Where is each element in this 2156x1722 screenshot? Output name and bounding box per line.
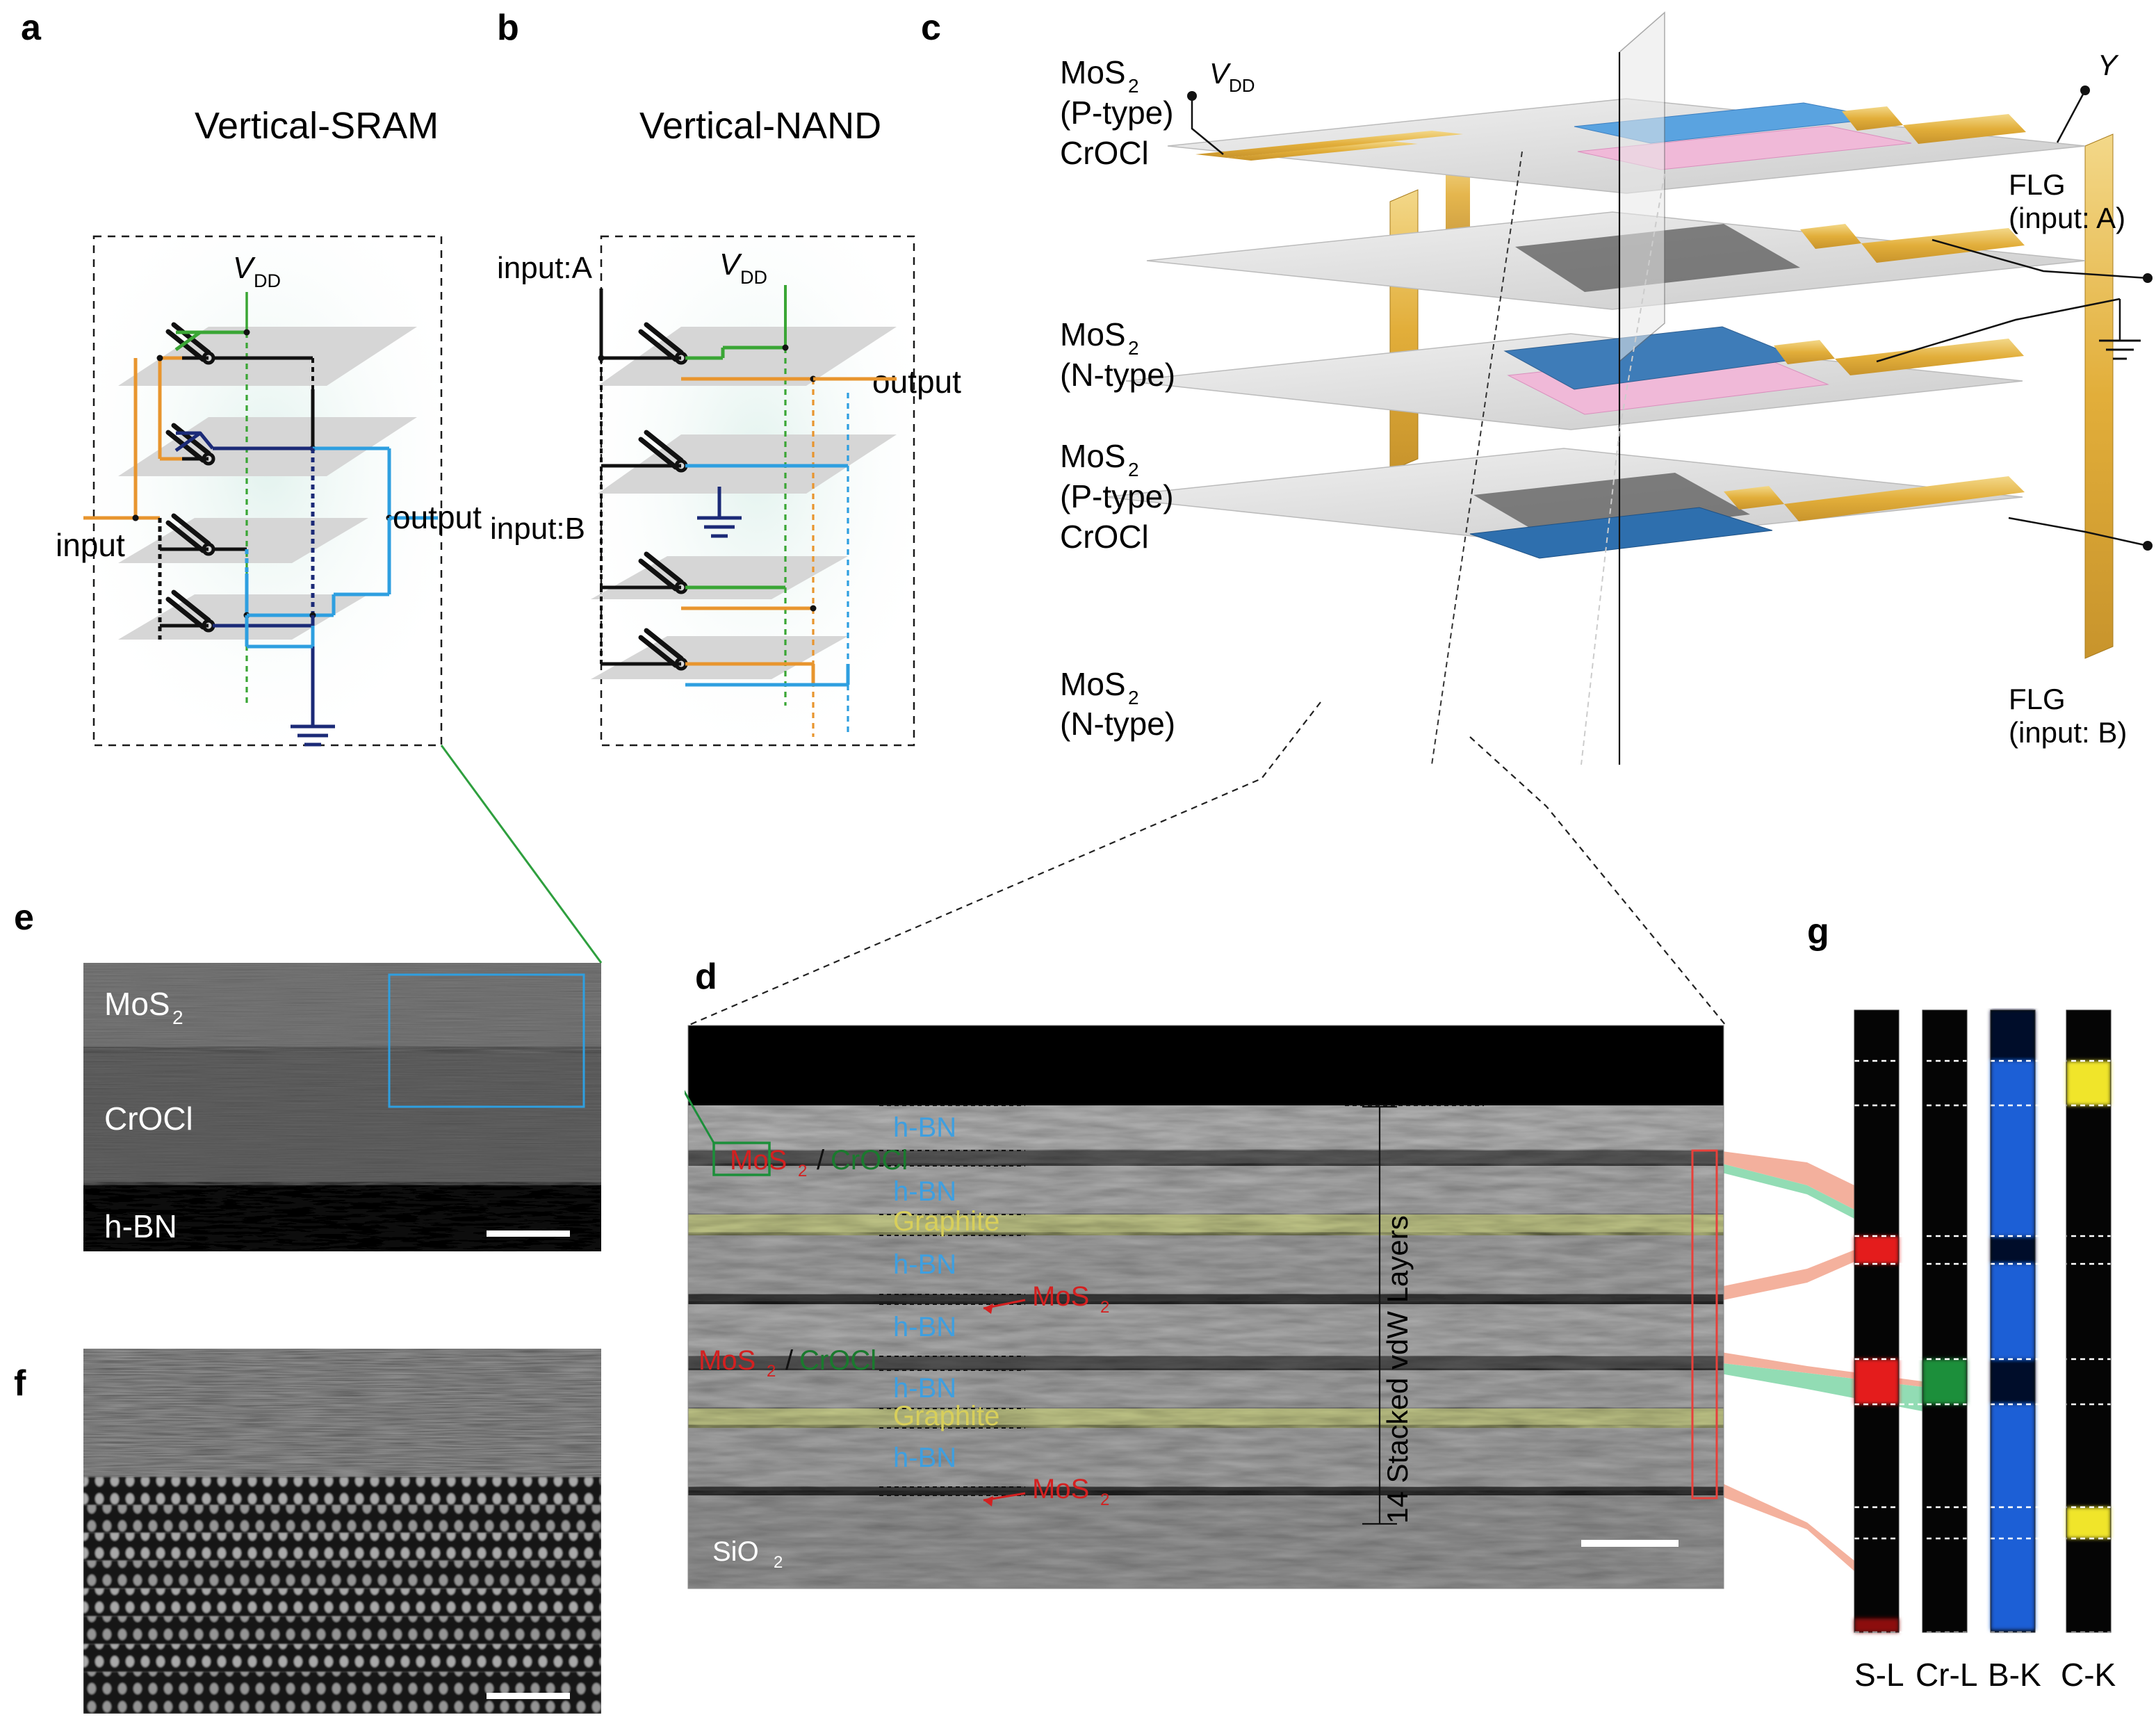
svg-text:h-BN: h-BN [893,1112,956,1143]
svg-text:CrOCl: CrOCl [1060,135,1149,171]
svg-text:C-K: C-K [2061,1657,2116,1693]
svg-text:FLG: FLG [2009,168,2066,201]
svg-text:MoS: MoS [730,1145,787,1176]
svg-text:CrOCl: CrOCl [831,1145,908,1176]
svg-text:/: / [785,1345,794,1376]
svg-text:MoS: MoS [1060,438,1126,474]
svg-text:FLG: FLG [2009,683,2066,715]
svg-text:(P-type): (P-type) [1060,95,1174,131]
svg-text:2: 2 [1100,1490,1109,1509]
svg-text:MoS: MoS [104,986,170,1022]
svg-text:(P-type): (P-type) [1060,478,1174,514]
svg-text:h-BN: h-BN [893,1312,956,1342]
svg-text:/: / [817,1145,825,1176]
svg-text:MoS: MoS [1060,666,1126,702]
svg-text:(N-type): (N-type) [1060,357,1175,393]
svg-text:CrOCl: CrOCl [104,1100,193,1137]
svg-text:input:A: input:A [497,251,593,285]
svg-text:2: 2 [1128,75,1139,97]
svg-text:2: 2 [767,1362,776,1381]
svg-text:MoS: MoS [1032,1281,1089,1312]
svg-text:h-BN: h-BN [893,1373,956,1404]
svg-text:input: input [56,527,125,563]
svg-text:SiO: SiO [712,1536,759,1567]
svg-text:Y: Y [2098,49,2119,81]
svg-text:2: 2 [1128,459,1139,480]
svg-text:h-BN: h-BN [893,1443,956,1473]
svg-text:CrOCl: CrOCl [799,1345,876,1376]
svg-text:h-BN: h-BN [104,1208,177,1244]
svg-text:output: output [393,499,482,535]
svg-text:B-K: B-K [1988,1657,2041,1693]
svg-text:MoS: MoS [1060,316,1126,352]
svg-text:Cr-L: Cr-L [1916,1657,1977,1693]
svg-text:(input: B): (input: B) [2009,716,2127,749]
svg-text:2: 2 [172,1007,183,1028]
svg-text:CrOCl: CrOCl [1060,519,1149,555]
svg-text:14 Stacked vdW Layers: 14 Stacked vdW Layers [1381,1215,1414,1524]
svg-text:(N-type): (N-type) [1060,706,1175,742]
svg-text:MoS: MoS [699,1345,756,1376]
svg-text:h-BN: h-BN [893,1249,956,1280]
svg-text:2: 2 [774,1553,783,1572]
svg-text:DD: DD [1229,75,1255,96]
svg-text:DD: DD [254,270,281,291]
svg-text:h-BN: h-BN [893,1176,956,1207]
svg-text:(input: A): (input: A) [2009,202,2125,234]
svg-text:2: 2 [1128,337,1139,359]
svg-text:2: 2 [1100,1298,1109,1317]
svg-text:DD: DD [740,267,767,288]
svg-text:V: V [233,251,256,285]
svg-text:S-L: S-L [1854,1657,1904,1693]
svg-text:Graphite: Graphite [893,1401,999,1431]
svg-text:V: V [719,247,742,282]
svg-text:MoS: MoS [1060,54,1126,90]
svg-text:input:B: input:B [490,512,585,546]
svg-text:MoS: MoS [1032,1474,1089,1504]
svg-text:Graphite: Graphite [893,1206,999,1237]
svg-text:2: 2 [798,1162,807,1180]
